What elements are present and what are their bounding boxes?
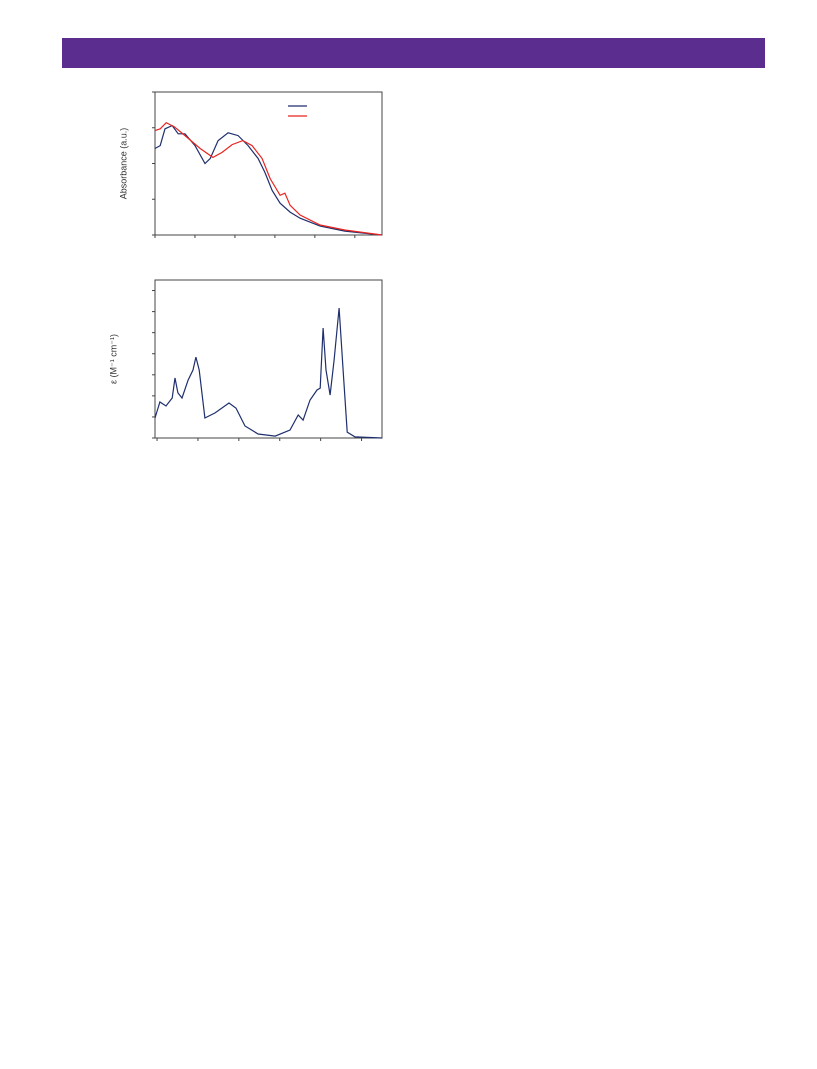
data-line (154, 121, 383, 236)
y-axis-label: Absorbance (a.u.) (118, 128, 128, 200)
plot-frame (154, 91, 383, 236)
data-line (154, 124, 383, 236)
plot-frame (154, 279, 383, 439)
data-line (154, 307, 383, 439)
header-bar (62, 38, 765, 68)
y-axis-label: ε (M⁻¹ cm⁻¹) (108, 334, 118, 384)
